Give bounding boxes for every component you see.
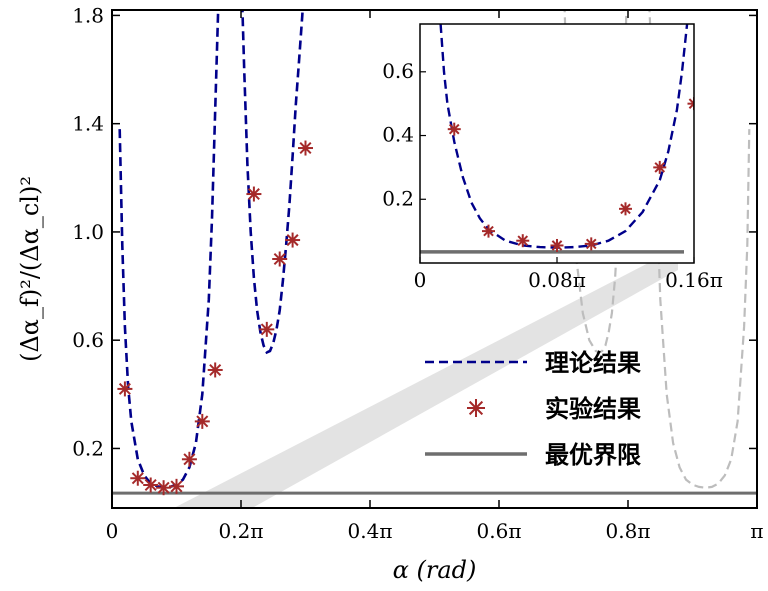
inset-experiment-point-3 — [550, 238, 564, 252]
experiment-point-1 — [130, 470, 146, 486]
legend-label-1: 实验结果 — [545, 395, 641, 423]
inset-experiment-point-4 — [584, 237, 598, 251]
experiment-point-9 — [259, 321, 275, 337]
inset-experiment-point-5-stroke — [620, 203, 631, 215]
experiment-point-12-stroke — [299, 142, 312, 155]
plot-layer — [112, 10, 757, 508]
inset-y-tick-label-0: 0.2 — [382, 186, 414, 210]
inset-experiment-point-7-stroke — [688, 102, 694, 109]
inset-x-tick-label-0: 0 — [414, 268, 427, 292]
inset-layer — [420, 24, 694, 254]
experiment-point-12 — [298, 140, 313, 156]
inset-experiment-point-2-stroke — [517, 235, 529, 246]
experiment-point-0-stroke — [118, 382, 131, 395]
inset-experiment-point-3-stroke — [551, 240, 563, 251]
experiment-point-3 — [156, 480, 172, 496]
experiment-point-6 — [194, 413, 210, 429]
y-tick-label-1: 0.6 — [72, 328, 104, 352]
y-tick-label-4: 1.8 — [72, 3, 104, 27]
legend-label-0: 理论结果 — [545, 349, 641, 377]
experiment-point-6-stroke — [196, 415, 209, 428]
legend-entry-2: 最优界限 — [425, 441, 641, 469]
x-tick-label-0: 0 — [106, 519, 119, 543]
experiment-point-9-stroke — [260, 323, 273, 336]
experiment-point-5-stroke — [183, 453, 196, 466]
mirrored-curve-1 — [648, 10, 751, 489]
experiment-point-2-stroke — [144, 478, 157, 492]
inset-theory-curve — [439, 24, 689, 249]
x-tick-label-5: π — [750, 519, 763, 543]
legend-swatch-star-stroke — [468, 400, 484, 416]
y-tick-label-2: 1.0 — [72, 220, 104, 244]
mirrored-curve-0 — [563, 10, 628, 354]
experiment-point-10-stroke — [273, 252, 286, 266]
y-tick-label-3: 1.4 — [72, 112, 104, 136]
inset-y-tick-label-2: 0.6 — [382, 59, 414, 83]
experiment-point-3-stroke — [157, 481, 170, 494]
experiment-point-5 — [181, 451, 197, 467]
inset-experiment-point-0 — [447, 122, 461, 136]
inset-experiment-point-6 — [653, 160, 667, 174]
legend-swatch-star — [467, 399, 485, 417]
experiment-point-4 — [169, 478, 184, 494]
experiment-point-11-stroke — [286, 234, 299, 247]
y-axis-title: (Δα_f)²/(Δα_cl)² — [16, 176, 44, 362]
inset-experiment-point-5 — [619, 202, 632, 216]
experiment-point-10 — [272, 251, 288, 267]
zoom-shaded-region — [173, 256, 678, 508]
inset-experiment-point-7-stroke — [688, 98, 694, 106]
experiment-point-1-stroke — [131, 472, 144, 485]
inset-experiment-point-0-stroke — [448, 123, 460, 135]
x-tick-label-4: 0.8π — [606, 519, 651, 543]
inset-experiment-point-1 — [482, 224, 495, 238]
y-tick-label-0: 0.2 — [72, 436, 104, 460]
experiment-point-0 — [117, 381, 133, 397]
inset-experiment-point-6-stroke — [654, 162, 666, 173]
experiment-point-4-stroke — [170, 480, 183, 493]
inset-experiment-point-4-stroke — [585, 238, 597, 250]
inset-x-tick-label-1: 0.08π — [528, 268, 586, 292]
inset-y-tick-label-1: 0.4 — [382, 123, 414, 147]
plot-frame — [111, 9, 758, 509]
x-tick-label-1: 0.2π — [219, 519, 264, 543]
x-tick-label-2: 0.4π — [348, 519, 393, 543]
x-tick-label-3: 0.6π — [477, 519, 522, 543]
experiment-point-7-stroke — [209, 363, 222, 376]
inset-experiment-point-2 — [516, 234, 530, 248]
experiment-point-2 — [143, 477, 159, 493]
legend-entry-0: 理论结果 — [425, 349, 641, 377]
experiment-point-8 — [246, 186, 262, 202]
legend-entry-1: 实验结果 — [467, 395, 641, 423]
inset-x-tick-label-2: 0.16π — [665, 268, 723, 292]
experiment-point-7 — [207, 362, 223, 378]
legend-label-2: 最优界限 — [545, 441, 641, 469]
inset-experiment-point-1-stroke — [483, 225, 494, 237]
experiment-point-8-stroke — [247, 188, 260, 201]
experiment-point-11 — [285, 232, 301, 248]
inset-background — [420, 24, 694, 263]
x-axis-title: α (rad) — [393, 556, 477, 584]
inset-experiment-point-7 — [687, 97, 694, 111]
theory-curve-1 — [241, 10, 304, 355]
theory-curve-0 — [118, 10, 220, 490]
